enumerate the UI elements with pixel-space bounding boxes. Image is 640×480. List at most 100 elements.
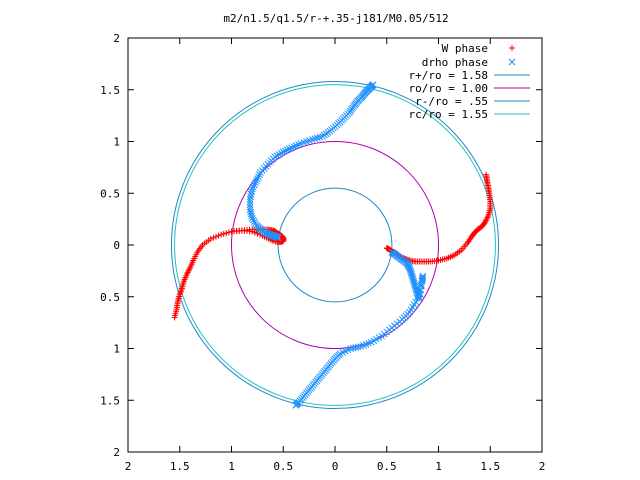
drho-phase-point (369, 81, 377, 88)
drho-phase-point-b (248, 185, 256, 193)
drho-phase-point (250, 218, 258, 226)
circle-r-0-55 (277, 187, 393, 303)
w-phase-point (228, 228, 235, 235)
drho-phase-point-b (411, 283, 419, 291)
drho-phase-point (246, 196, 254, 203)
circle-r-1-58 (170, 80, 500, 410)
drho-phase-point-b (416, 286, 423, 294)
x-tick-label: 0.5 (377, 460, 397, 473)
x-tick-label: 0.5 (273, 460, 293, 473)
w-phase-point (254, 230, 261, 237)
y-tick-label: 0.5 (100, 187, 120, 200)
drho-phase-point-b (250, 218, 258, 226)
drho-phase-point-b (249, 183, 257, 191)
drho-phase-point-b (279, 148, 287, 156)
drho-phase-point-b (246, 203, 254, 211)
drho-phase-point-b (248, 188, 256, 196)
drho-phase-point-b (409, 274, 416, 281)
drho-phase-point-b (354, 343, 362, 351)
legend-label: rc/ro = 1.55 (409, 108, 488, 121)
drho-phase-point (413, 294, 421, 302)
drho-phase-point (418, 280, 425, 288)
drho-phase-point-b (246, 196, 254, 203)
drho-phase-point-b (281, 147, 289, 155)
drho-phase-point-b (256, 171, 263, 178)
drho-phase-point-b (416, 295, 424, 303)
drho-phase-point (416, 286, 423, 294)
drho-phase-point-b (247, 190, 255, 198)
drho-phase-point (249, 216, 257, 224)
w-phase-point (218, 231, 225, 238)
legend-marker-b (508, 58, 516, 66)
drho-phase-point-b (247, 193, 255, 201)
drho-phase-point-b (369, 81, 377, 88)
drho-phase-point-b (413, 294, 421, 302)
drho-phase-point-b (246, 198, 254, 206)
w-phase-point (171, 314, 178, 321)
y-tick-label: 2 (113, 446, 120, 459)
w-phase-point (212, 233, 219, 240)
drho-phase-point (251, 220, 259, 227)
legend-label: r-/ro = .55 (415, 95, 488, 108)
data-points (171, 81, 494, 409)
drho-phase-point-b (418, 280, 425, 288)
y-tick-label: 1.5 (100, 84, 120, 97)
drho-phase-point-b (417, 283, 425, 290)
drho-phase-point (418, 277, 426, 285)
w-phase-point (225, 229, 232, 236)
drho-phase-point (419, 272, 427, 280)
x-tick-label: 0 (332, 460, 339, 473)
drho-phase-point (256, 171, 263, 178)
drho-phase-point (248, 212, 256, 220)
w-phase-point (223, 230, 230, 237)
x-tick-label: 1 (228, 460, 235, 473)
y-tick-label: 2 (113, 32, 120, 45)
drho-phase-point (279, 148, 287, 156)
drho-phase-point (248, 185, 256, 193)
drho-phase-point-b (292, 402, 300, 409)
drho-phase-point-b (419, 272, 427, 280)
drho-phase-point (352, 344, 360, 351)
drho-phase-point-b (408, 270, 415, 278)
y-tick-label: 0 (113, 239, 120, 252)
drho-phase-point (247, 193, 255, 201)
circle-r-1 (231, 141, 439, 349)
drho-phase-point-b (406, 265, 414, 273)
w-phase-point (178, 287, 185, 294)
drho-phase-point-b (406, 264, 413, 272)
drho-phase-point-b (248, 214, 256, 222)
x-tick-label: 1.5 (170, 460, 190, 473)
drho-phase-point (357, 343, 365, 350)
drho-phase-point-b (246, 206, 254, 214)
drho-phase-point-b (408, 272, 416, 280)
drho-phase-point-b (418, 277, 426, 285)
drho-phase-point-b (255, 173, 262, 181)
drho-phase-point (292, 402, 300, 409)
drho-phase-point (414, 290, 422, 298)
x-tick-label: 1 (435, 460, 442, 473)
x-tick-label: 2 (539, 460, 546, 473)
reference-circles (170, 80, 500, 410)
drho-phase-point (255, 173, 262, 181)
y-tick-label: 0.5 (100, 291, 120, 304)
drho-phase-point (419, 275, 426, 282)
drho-phase-point (417, 283, 425, 290)
drho-phase-point (284, 146, 291, 154)
drho-phase-point-b (407, 267, 414, 275)
y-tick-label: 1.5 (100, 394, 120, 407)
drho-phase-point (246, 201, 254, 208)
drho-phase-point (354, 343, 362, 351)
w-phase-point (215, 232, 222, 239)
drho-phase-point-b (250, 181, 258, 189)
drho-phase-point (249, 183, 257, 191)
legend-label: W phase (442, 42, 488, 55)
legend-marker (509, 45, 515, 51)
drho-phase-point (247, 190, 255, 198)
drho-phase-point-b (286, 145, 293, 153)
circle-r-1-55 (174, 84, 496, 406)
drho-phase-point-b (284, 146, 291, 154)
drho-phase-point (248, 214, 256, 222)
drho-phase-point-b (412, 285, 420, 292)
drho-phase-point (349, 344, 357, 352)
